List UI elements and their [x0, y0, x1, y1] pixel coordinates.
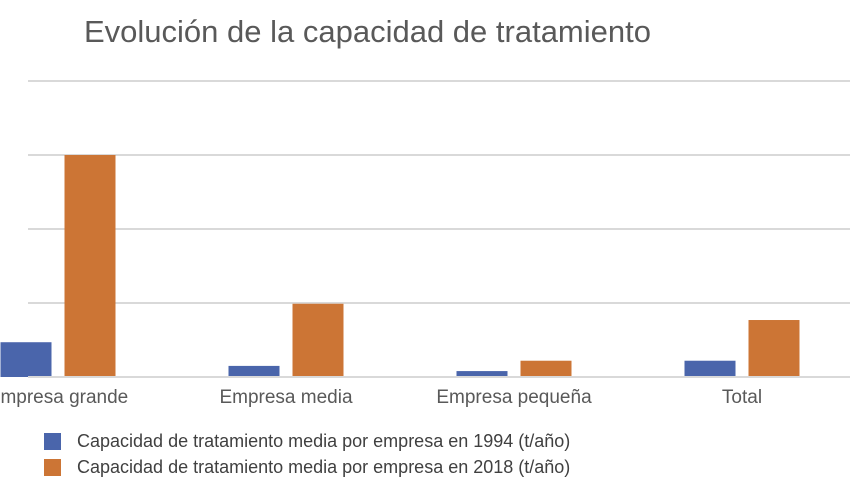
legend-swatch-2018 [44, 459, 61, 476]
bar-1994 [456, 371, 508, 377]
bar-2018 [292, 303, 344, 377]
bar-chart: Empresa grande Empresa media Empresa peque… [0, 80, 850, 408]
bar-2018 [748, 320, 800, 377]
bar-2018 [520, 360, 572, 377]
legend-swatch-1994 [44, 433, 61, 450]
bar-1994 [228, 365, 280, 377]
bar-1994 [0, 342, 52, 377]
legend-label-1994: Capacidad de tratamiento media por empre… [77, 431, 571, 451]
category-label: Empresa grande [0, 387, 128, 408]
category-label: Empresa pequeña [436, 387, 592, 408]
category-label: Empresa media [219, 387, 352, 408]
legend-label-2018: Capacidad de tratamiento media por empre… [77, 457, 571, 477]
bar-1994 [684, 360, 736, 377]
legend-item-2018: Capacidad de tratamiento media por empre… [44, 457, 570, 478]
category-label: Total [722, 387, 762, 408]
chart-title: Evolución de la capacidad de tratamiento [84, 14, 651, 49]
bar-2018 [64, 155, 116, 377]
legend-item-1994: Capacidad de tratamiento media por empre… [44, 431, 570, 452]
